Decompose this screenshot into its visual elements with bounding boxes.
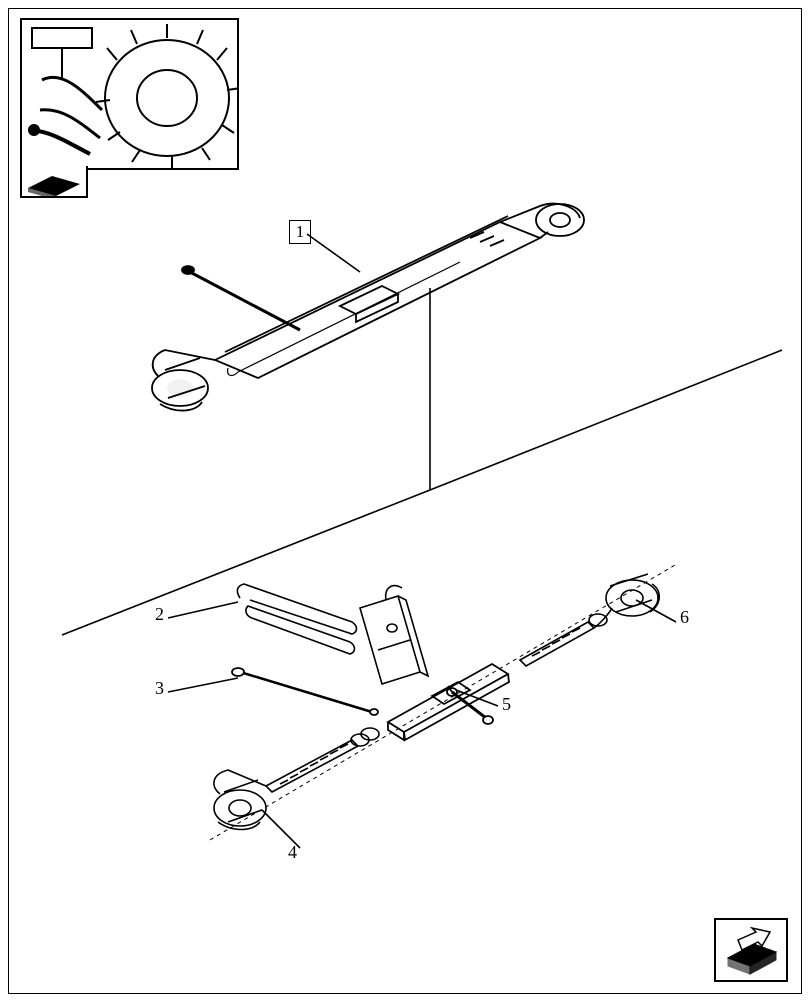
callout-6: 6: [680, 607, 689, 628]
callout-1-box: 1: [289, 220, 311, 244]
callout-4: 4: [288, 842, 297, 863]
next-page-button[interactable]: [714, 918, 788, 982]
callout-5: 5: [502, 694, 511, 715]
callout-1: 1: [296, 222, 305, 241]
reference-tab: [20, 166, 88, 198]
book-icon: [22, 166, 86, 196]
reference-thumbnail: [20, 18, 239, 170]
arrow-cube-icon: [716, 920, 786, 980]
callout-3: 3: [155, 678, 164, 699]
tractor-wheel-icon: [22, 20, 237, 168]
callout-2: 2: [155, 604, 164, 625]
